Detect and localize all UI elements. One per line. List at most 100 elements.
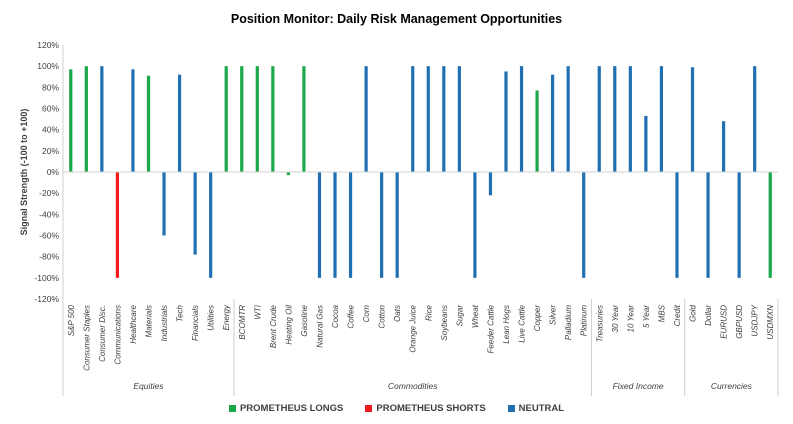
bar (582, 172, 586, 278)
category-label: Rice (424, 304, 433, 321)
y-tick-label: 120% (37, 40, 59, 50)
category-label: Wheat (471, 304, 480, 328)
bar (364, 66, 368, 172)
category-label: 10 Year (626, 305, 635, 333)
category-label: Palladium (564, 305, 573, 340)
bar (146, 75, 151, 172)
category-label: 30 Year (611, 305, 620, 333)
bar (551, 74, 555, 172)
category-label: USDMXN (766, 305, 775, 340)
bar (193, 172, 197, 255)
y-axis-title: Signal Strength (-100 to +100) (19, 109, 29, 236)
y-tick-label: 0% (47, 167, 60, 177)
bar (535, 90, 539, 172)
y-tick-labels: -120% -100% -80% -60% -40% -20% 0% 20% 40% 60% 80%… (34, 40, 59, 304)
category-label: MBS (657, 304, 666, 322)
bar (442, 66, 446, 172)
category-label: WTI (253, 304, 262, 319)
bar (84, 66, 88, 172)
bar (488, 172, 493, 196)
bar (457, 66, 461, 172)
category-label: S&P 500 (67, 304, 76, 336)
legend-swatch (365, 405, 373, 412)
category-label: Silver (549, 305, 558, 325)
category-label: Corn (362, 304, 371, 322)
group-label: Currencies (711, 381, 753, 391)
category-labels: S&P 500 Consumer Staples Consumer Disc. Com… (67, 304, 775, 371)
bar (100, 66, 104, 172)
legend-swatch (228, 405, 236, 412)
bar (317, 172, 322, 278)
y-tick-label: -100% (34, 273, 59, 283)
y-tick-label: 100% (37, 61, 59, 71)
bar (255, 66, 259, 172)
category-label: Lean Hogs (502, 305, 511, 344)
bar (706, 172, 710, 278)
legend-label: PROMETHEUS LONGS (239, 403, 344, 414)
category-label: Dollar (704, 305, 713, 326)
axes (62, 45, 778, 299)
bar (162, 172, 166, 236)
category-label: Consumer Disc. (98, 305, 107, 362)
bar (302, 66, 306, 172)
y-axis-title-group: Signal Strength (-100 to +100) (19, 109, 29, 236)
bar (177, 74, 182, 172)
legend-item-shorts: PROMETHEUS SHORTS (365, 403, 486, 414)
category-label: Sugar (455, 305, 464, 327)
group-label: Equities (133, 381, 164, 391)
bar (473, 172, 477, 278)
bar (519, 66, 524, 172)
bar (566, 66, 570, 172)
legend-item-longs: PROMETHEUS LONGS (228, 403, 344, 414)
bar (597, 66, 601, 172)
category-label: 5 Year (642, 305, 651, 328)
category-label: Heating Oil (284, 305, 293, 345)
category-label: Utilities (207, 305, 216, 331)
category-label: Copper (533, 305, 542, 332)
y-tick-label: -60% (39, 231, 59, 241)
bar (271, 66, 275, 172)
category-label: Feeder Cattle (486, 304, 495, 353)
y-tick-label: -40% (39, 209, 59, 219)
category-label: Orange Juice (409, 304, 418, 352)
category-label: BCOMTR (238, 305, 247, 340)
bar (380, 172, 384, 278)
bar (286, 172, 290, 176)
bar (613, 66, 617, 172)
category-label: Tech (176, 304, 185, 322)
bar (659, 66, 664, 172)
bar (675, 172, 679, 278)
bar (426, 66, 430, 172)
bar (411, 66, 415, 172)
legend-item-neutral: NEUTRAL (507, 403, 564, 414)
y-tick-label: 20% (42, 146, 59, 156)
category-label: Cotton (378, 304, 387, 328)
bar (333, 172, 337, 278)
category-label: Platinum (580, 305, 589, 336)
category-label: EURUSD (720, 305, 729, 339)
y-tick-label: 40% (42, 125, 59, 135)
chart-title: Position Monitor: Daily Risk Management … (230, 12, 563, 26)
bar (628, 66, 632, 172)
y-tick-label: 60% (42, 104, 59, 114)
bar (240, 66, 244, 172)
group-labels: Equities Commodities Fixed Income Currencie… (62, 299, 779, 396)
category-label: Materials (144, 305, 153, 337)
bar (722, 121, 726, 172)
bar (768, 172, 772, 278)
bar (131, 69, 135, 172)
bar (395, 172, 399, 278)
y-tick-label: -20% (39, 188, 59, 198)
category-label: Coffee (347, 304, 356, 328)
category-label: Communications (113, 305, 122, 365)
category-label: Industrials (160, 305, 169, 341)
y-tick-label: 80% (42, 82, 59, 92)
legend-label: PROMETHEUS SHORTS (376, 403, 486, 414)
group-label: Fixed Income (613, 381, 664, 391)
category-label: Natural Gas (315, 305, 324, 348)
category-label: Live Cattle (518, 304, 527, 342)
category-label: Healthcare (129, 304, 138, 343)
category-label: GBPUSD (735, 305, 744, 339)
category-label: Brent Crude (269, 304, 278, 348)
